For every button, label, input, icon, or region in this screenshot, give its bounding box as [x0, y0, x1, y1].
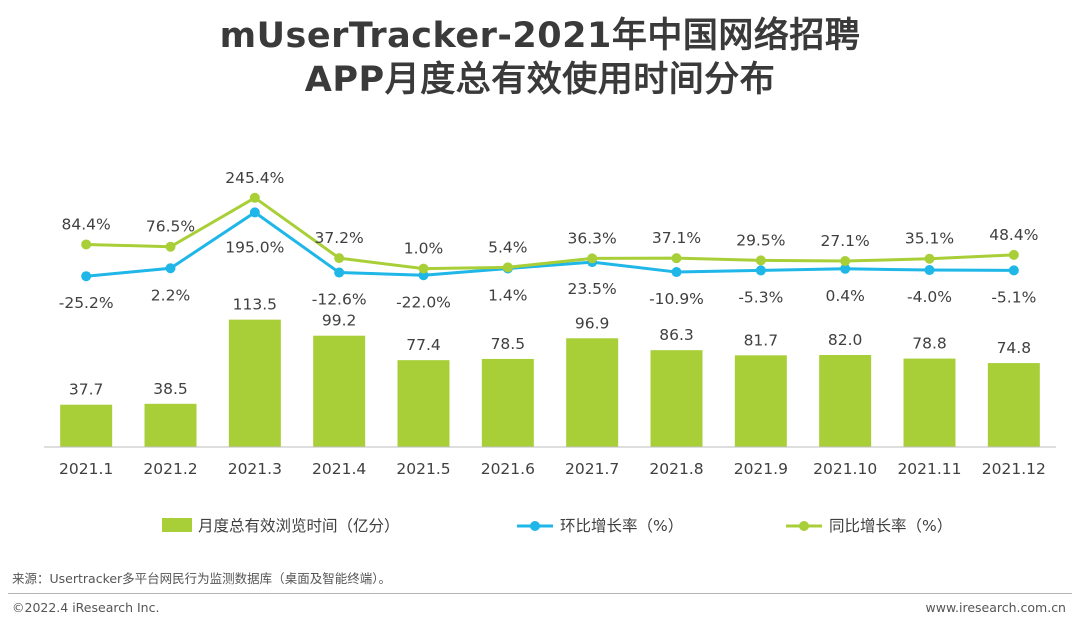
yoy-point [755, 255, 766, 266]
x-tick-label: 2021.9 [734, 460, 788, 478]
bar-value-label: 38.5 [153, 380, 188, 398]
mom-value-label: 23.5% [568, 280, 617, 298]
chart-title-line2: APP月度总有效使用时间分布 [304, 60, 776, 100]
bar-value-label: 86.3 [659, 326, 694, 344]
bar-value-label: 82.0 [828, 331, 863, 349]
mom-value-label: -12.6% [312, 291, 367, 309]
mom-value-label: -5.3% [738, 288, 783, 306]
x-tick-label: 2021.4 [312, 460, 366, 478]
bar-value-label: 78.5 [491, 335, 526, 353]
yoy-value-label: 37.1% [652, 229, 701, 247]
yoy-value-label: 27.1% [821, 232, 870, 250]
mom-value-label: 195.0% [225, 238, 284, 256]
x-tick-label: 2021.2 [143, 460, 197, 478]
x-tick-label: 2021.8 [649, 460, 703, 478]
mom-value-label: 1.4% [488, 286, 527, 304]
x-tick-label: 2021.11 [897, 460, 961, 478]
yoy-point [924, 253, 935, 264]
bar-value-label: 81.7 [744, 331, 779, 349]
bar-2021.10 [819, 354, 872, 447]
yoy-value-label: 76.5% [146, 218, 195, 236]
yoy-point [587, 253, 598, 264]
mom-point [334, 267, 345, 278]
yoy-value-label: 245.4% [225, 169, 284, 187]
legend-mom-swatch-dot [530, 521, 540, 531]
x-tick-label: 2021.1 [59, 460, 113, 478]
bar-value-label: 74.8 [997, 339, 1032, 357]
mom-point [840, 263, 851, 274]
bar-2021.8 [650, 350, 703, 447]
mom-value-label: 0.4% [825, 287, 864, 305]
bar-value-label: 37.7 [69, 381, 104, 399]
yoy-point [671, 253, 682, 264]
yoy-value-label: 5.4% [488, 238, 527, 256]
yoy-value-label: 36.3% [568, 229, 617, 247]
mom-value-label: -25.2% [59, 294, 114, 312]
x-tick-label: 2021.10 [813, 460, 877, 478]
yoy-point [840, 256, 851, 267]
bar-2021.1 [60, 404, 113, 447]
yoy-point [334, 253, 345, 264]
source-note: 来源：Usertracker多平台网民行为监测数据库（桌面及智能终端）。 [12, 571, 391, 586]
mom-point [755, 265, 766, 276]
bar-2021.5 [397, 360, 450, 447]
mom-point [165, 263, 176, 274]
legend-yoy-label: 同比增长率（%） [829, 517, 952, 535]
bar-value-label: 78.8 [912, 335, 947, 353]
yoy-value-label: 37.2% [315, 229, 364, 247]
mom-line [86, 210, 1014, 278]
yoy-value-label: 48.4% [989, 226, 1038, 244]
bar-value-label: 99.2 [322, 312, 357, 330]
x-tick-label: 2021.7 [565, 460, 619, 478]
mom-point [81, 271, 92, 282]
legend-yoy-swatch-dot [799, 521, 809, 531]
yoy-value-label: 84.4% [62, 215, 111, 233]
mom-point [924, 265, 935, 276]
bar-2021.7 [566, 338, 619, 447]
mom-point [249, 207, 260, 218]
x-tick-label: 2021.6 [481, 460, 535, 478]
mom-value-label: -10.9% [649, 290, 704, 308]
chart-area: 37.7 2021.1 38.5 2021.2 113.5 2021.3 99.2 2021.… [44, 169, 1056, 535]
yoy-value-label: 1.0% [404, 240, 443, 258]
footer-divider [8, 593, 1072, 594]
bar-value-label: 113.5 [233, 296, 277, 314]
website-link[interactable]: www.iresearch.com.cn [925, 600, 1067, 615]
bar-2021.2 [144, 403, 197, 447]
copyright: ©2022.4 iResearch Inc. [12, 600, 160, 615]
bar-2021.11 [903, 358, 956, 447]
yoy-value-label: 35.1% [905, 230, 954, 248]
yoy-line [86, 196, 1014, 271]
mom-value-label: -5.1% [991, 288, 1036, 306]
x-tick-label: 2021.5 [396, 460, 450, 478]
legend-bar-swatch [162, 518, 192, 532]
x-tick-label: 2021.12 [982, 460, 1046, 478]
yoy-point [502, 262, 513, 273]
mom-value-label: 2.2% [151, 286, 190, 304]
bar-2021.6 [481, 358, 534, 447]
mom-value-label: -4.0% [907, 288, 952, 306]
mom-value-label: -22.0% [396, 293, 451, 311]
legend-bar-label: 月度总有效浏览时间（亿分） [198, 517, 400, 535]
yoy-point [418, 263, 429, 274]
bar-2021.3 [228, 319, 281, 447]
chart-title-line1: mUserTracker-2021年中国网络招聘 [219, 16, 861, 56]
bar-value-label: 96.9 [575, 314, 610, 332]
x-tick-label: 2021.3 [228, 460, 282, 478]
mom-point [671, 267, 682, 278]
yoy-point [165, 241, 176, 252]
yoy-point [1008, 249, 1019, 260]
yoy-point [81, 239, 92, 250]
bar-2021.9 [734, 355, 787, 447]
legend-mom-label: 环比增长率（%） [560, 517, 683, 535]
mom-point [1008, 265, 1019, 276]
yoy-point [249, 192, 260, 203]
bar-value-label: 77.4 [406, 336, 441, 354]
yoy-value-label: 29.5% [736, 231, 785, 249]
bar-2021.12 [987, 363, 1040, 447]
bar-2021.4 [313, 335, 366, 447]
